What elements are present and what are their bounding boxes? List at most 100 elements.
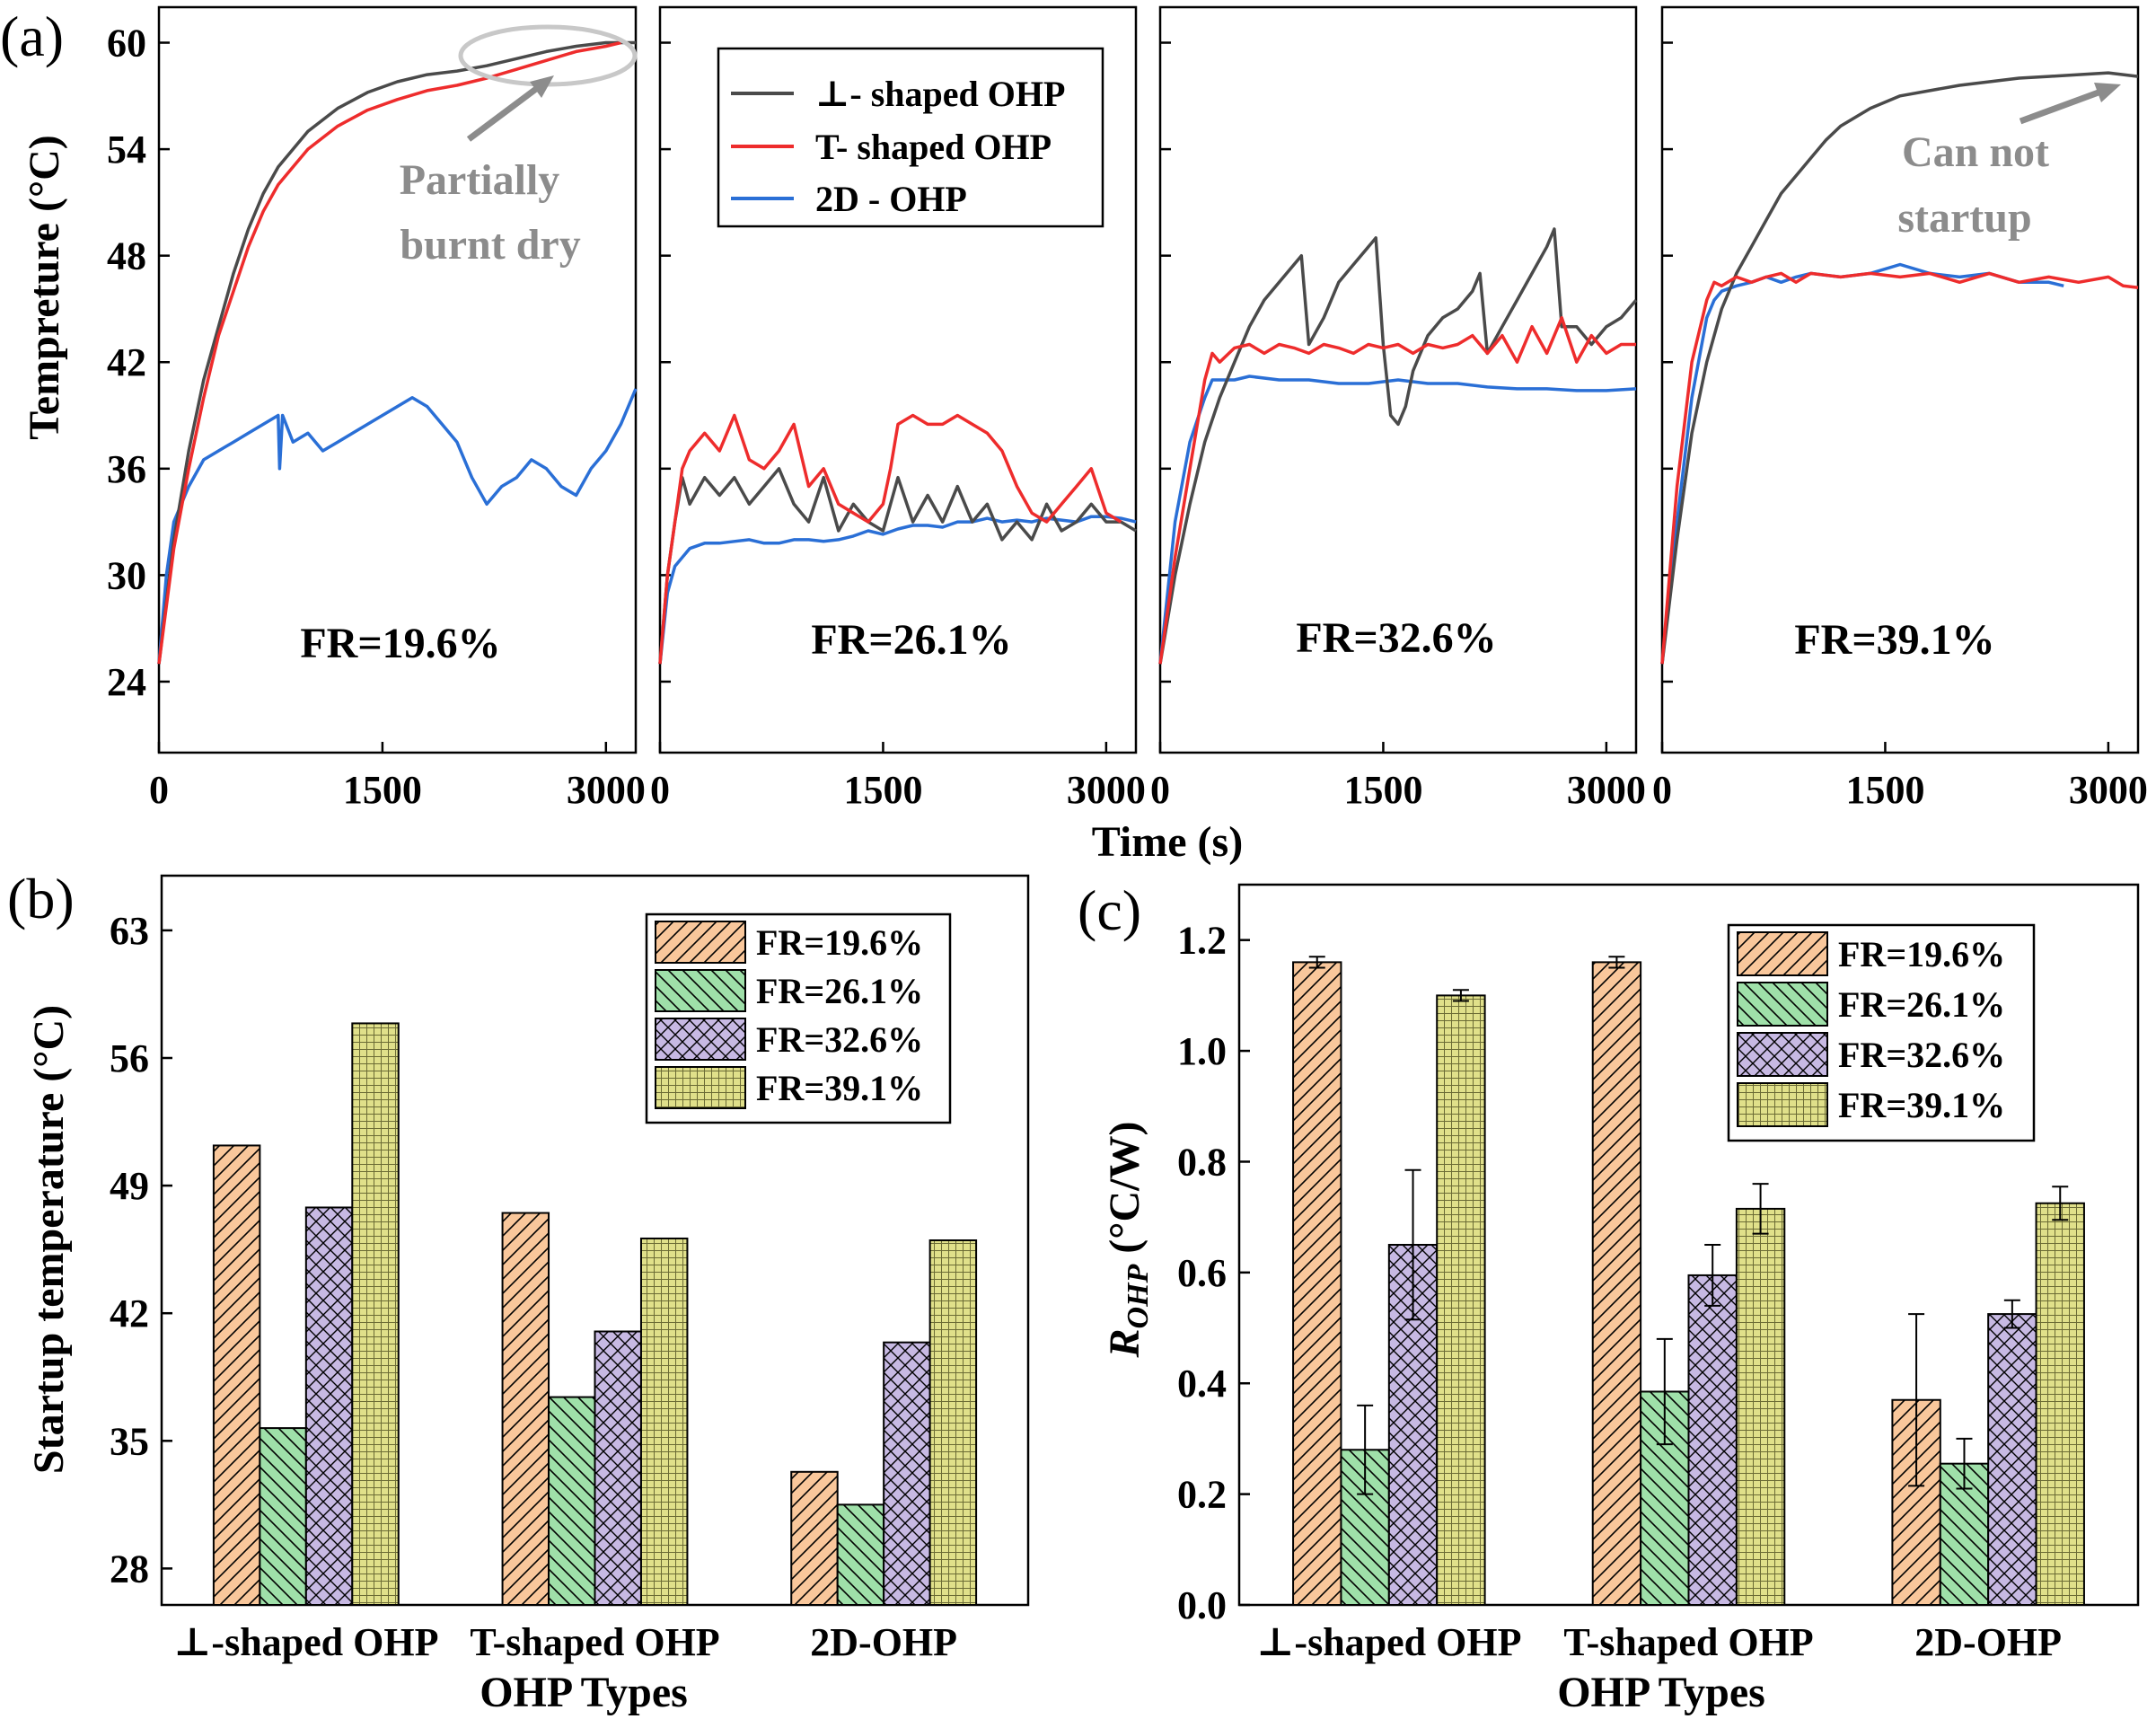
no-startup-arrow-shaft — [2019, 86, 2108, 125]
panel-b-label: (b) — [7, 867, 75, 930]
panel-a-label: (a) — [0, 4, 64, 68]
panel-c-y-tick-label-3: 0.6 — [1177, 1251, 1227, 1295]
series-line-3-perp — [1158, 227, 1638, 665]
panel-b-legend-label-0: FR=19.6% — [756, 922, 923, 963]
panel-c: (c) 0.0 0.2 0.4 0.6 0.8 1.0 1.2 ⊥-shaped OHP T-s… — [1078, 878, 2140, 1716]
panel-c-plot: 0.0 0.2 0.4 0.6 0.8 1.0 1.2 ⊥-shaped OHP T-shape… — [1177, 883, 2140, 1664]
series-line-4-2d — [1660, 262, 2064, 665]
panel-c-legend-swatch-hatch-2 — [1737, 1032, 1828, 1077]
panel-c-y-tick-label-4: 0.8 — [1177, 1140, 1227, 1184]
panel-b-y-tick-label-3: 49 — [110, 1164, 149, 1208]
panel-c-y-label: ROHP (°C/W) — [1101, 1122, 1155, 1359]
x-tick-label-4-1: 1500 — [1845, 768, 1924, 812]
x-tick-label-2-2: 3000 — [1067, 768, 1146, 812]
panel-c-legend-swatch-hatch-1 — [1737, 982, 1828, 1027]
panel-b-category-label-1: T-shaped OHP — [470, 1620, 719, 1664]
no-startup-text-2: startup — [1897, 194, 2031, 242]
y-tick-label-5: 54 — [107, 128, 146, 172]
panel-b-bar-hatch-1-2 — [594, 1330, 642, 1606]
legend-label-2d: 2D - OHP — [815, 179, 967, 219]
panel-c-bar-hatch-1-2 — [1687, 1274, 1738, 1607]
subplot-frame-1 — [157, 5, 638, 754]
panel-a-y-label: Tempreture (°C) — [21, 135, 68, 440]
subplot-frame-3 — [1158, 5, 1638, 754]
panel-c-category-label-2: 2D-OHP — [1914, 1620, 2062, 1664]
panel-c-bar-hatch-2-2 — [1987, 1313, 2037, 1606]
panel-b-y-tick-label-1: 35 — [110, 1419, 149, 1463]
panel-a-legend: ⊥- shaped OHP T- shaped OHP 2D - OHP — [717, 47, 1104, 228]
series-line-2-t — [658, 413, 1122, 665]
legend-label-t: T- shaped OHP — [815, 127, 1052, 167]
legend-label-perp: ⊥- shaped OHP — [815, 74, 1065, 114]
panel-b-y-tick-label-4: 56 — [110, 1036, 149, 1080]
panel-c-y-tick-label-2: 0.4 — [1177, 1362, 1227, 1406]
panel-c-bar-hatch-1-3 — [1735, 1207, 1786, 1607]
panel-b-bar-hatch-1-0 — [501, 1212, 550, 1607]
panel-c-y-tick-label-1: 0.2 — [1177, 1473, 1227, 1517]
panel-b-bar-hatch-2-2 — [883, 1341, 931, 1607]
x-tick-label-1-0: 0 — [149, 768, 169, 812]
panel-b-bar-hatch-2-3 — [928, 1239, 978, 1606]
panel-b: (b) 28 35 42 49 56 63 ⊥-shaped OHP T-shaped OHP… — [7, 867, 1030, 1716]
panel-c-bar-hatch-0-3 — [1436, 994, 1486, 1606]
series-line-1-perp — [157, 40, 636, 665]
no-startup-arrowhead — [2094, 83, 2121, 102]
panel-b-category-label-0: ⊥-shaped OHP — [173, 1620, 438, 1664]
panel-b-x-label: OHP Types — [480, 1669, 688, 1716]
panel-b-legend-label-3: FR=39.1% — [756, 1068, 923, 1108]
series-line-4-perp — [1660, 71, 2139, 665]
x-tick-label-4-2: 3000 — [2069, 768, 2148, 812]
panel-c-y-tick-label-6: 1.2 — [1177, 919, 1227, 963]
panel-b-bar-hatch-1-1 — [548, 1396, 596, 1606]
panel-c-bar-hatch-2-3 — [2035, 1202, 2085, 1606]
panel-c-y-tick-label-0: 0.0 — [1177, 1583, 1227, 1627]
no-startup-text-1: Can not — [1902, 128, 2049, 176]
burnt-dry-arrowhead — [530, 75, 554, 98]
panel-b-bar-hatch-0-3 — [351, 1022, 400, 1607]
series-line-1-2d — [157, 388, 638, 665]
series-line-3-2d — [1158, 375, 1637, 665]
panel-b-category-label-2: 2D-OHP — [810, 1620, 957, 1664]
burnt-dry-text-1: Partially — [400, 156, 560, 204]
panel-b-bar-hatch-2-1 — [836, 1503, 885, 1606]
panel-c-legend-swatch-hatch-3 — [1737, 1082, 1828, 1127]
x-tick-label-1-1: 1500 — [343, 768, 422, 812]
panel-c-category-label-1: T-shaped OHP — [1563, 1620, 1813, 1664]
x-tick-label-2-1: 1500 — [843, 768, 922, 812]
y-tick-label-3: 42 — [107, 340, 146, 384]
series-line-2-perp — [658, 467, 1137, 665]
panel-b-legend-swatch-hatch-0 — [655, 921, 746, 964]
fr-label-1: FR=19.6% — [300, 620, 500, 667]
panel-b-legend-label-2: FR=32.6% — [756, 1019, 923, 1060]
panel-b-legend-swatch-hatch-1 — [655, 969, 746, 1012]
panel-c-legend-label-1: FR=26.1% — [1838, 984, 2005, 1025]
panel-c-x-label: OHP Types — [1557, 1669, 1765, 1716]
panel-a-x-label: Time (s) — [1092, 818, 1243, 866]
y-tick-label-2: 36 — [107, 447, 146, 491]
panel-b-legend-label-1: FR=26.1% — [756, 971, 923, 1011]
panel-b-legend-swatch-hatch-3 — [655, 1066, 746, 1109]
fr-label-4: FR=39.1% — [1794, 616, 1994, 664]
panel-b-bar-hatch-2-0 — [790, 1470, 839, 1607]
series-line-1-t — [157, 40, 621, 665]
panel-b-y-tick-label-0: 28 — [110, 1547, 149, 1591]
series-line-3-t — [1158, 316, 1636, 665]
panel-b-legend-swatch-hatch-2 — [655, 1018, 746, 1061]
panel-b-plot: 28 35 42 49 56 63 ⊥-shaped OHP T-shaped OHP 2D-O… — [110, 874, 1030, 1664]
panel-b-y-tick-label-2: 42 — [110, 1291, 149, 1336]
fr-label-3: FR=32.6% — [1296, 614, 1496, 662]
panel-c-legend-label-0: FR=19.6% — [1838, 934, 2005, 974]
subplot-frame-2 — [658, 5, 1138, 754]
x-tick-label-3-2: 3000 — [1567, 768, 1646, 812]
y-tick-label-1: 30 — [107, 553, 146, 597]
x-tick-label-3-0: 0 — [1150, 768, 1170, 812]
x-tick-label-3-1: 1500 — [1343, 768, 1422, 812]
panel-b-bar-hatch-1-3 — [639, 1237, 689, 1606]
panel-b-y-label: Startup temperature (°C) — [25, 1005, 73, 1474]
burnt-dry-arrow-shaft — [466, 81, 546, 142]
burnt-dry-text-2: burnt dry — [400, 221, 580, 269]
panel-c-y-tick-label-5: 1.0 — [1177, 1029, 1227, 1073]
